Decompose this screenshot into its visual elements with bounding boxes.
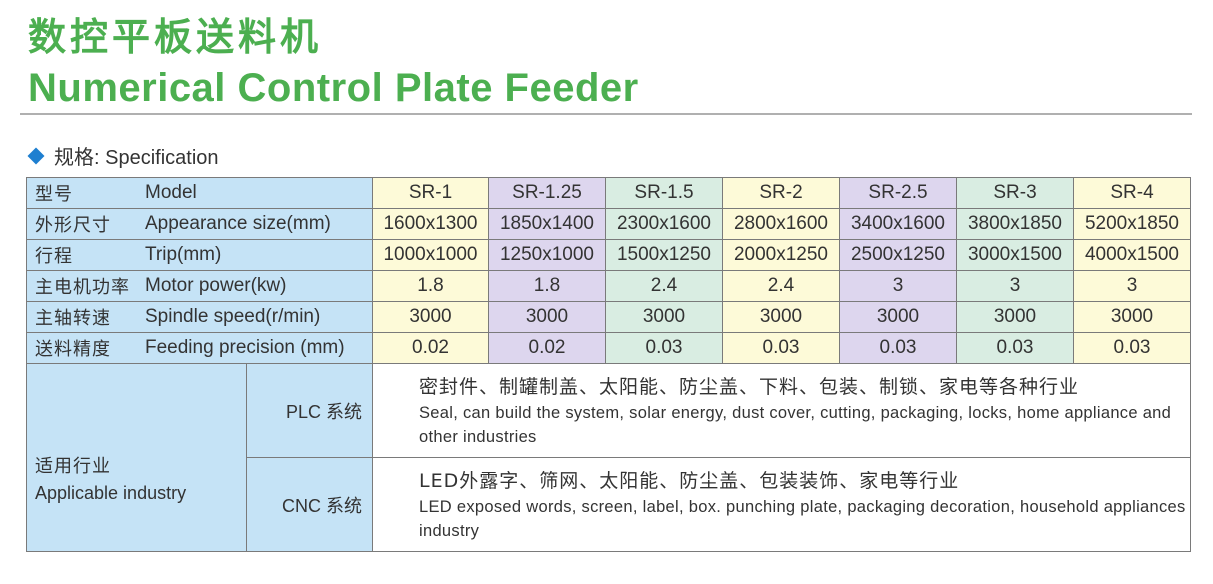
value-cell: 3000 (605, 301, 723, 333)
model-cell: SR-2 (722, 177, 840, 209)
value-cell: 3000 (372, 301, 489, 333)
value-cell: 1850x1400 (488, 208, 606, 240)
value-cell: 2000x1250 (722, 239, 840, 271)
model-cell: SR-1.25 (488, 177, 606, 209)
spec-heading-label: 规格: Specification (54, 147, 219, 169)
value-cell: 1000x1000 (372, 239, 489, 271)
value-cell: 1500x1250 (605, 239, 723, 271)
plc-system-label: PLC 系统 (246, 363, 373, 458)
value-cell: 0.02 (488, 332, 606, 364)
page-title-cn: 数控平板送料机 (28, 15, 323, 59)
value-cell: 3000x1500 (956, 239, 1074, 271)
value-cell: 3000 (1073, 301, 1191, 333)
table-row-industry-plc: 适用行业 Applicable industry PLC 系统 密封件、制罐制盖… (26, 363, 1191, 552)
row-label: 送料精度 Feeding precision (mm) (26, 332, 373, 364)
row-label: 主轴转速 Spindle speed(r/min) (26, 301, 373, 333)
table-row-feeding-precision: 送料精度 Feeding precision (mm) 0.02 0.02 0.0… (26, 332, 1191, 364)
value-cell: 2500x1250 (839, 239, 957, 271)
table-row-motor-power: 主电机功率 Motor power(kw) 1.8 1.8 2.4 2.4 3 3… (26, 270, 1191, 302)
value-cell: 3 (1073, 270, 1191, 302)
row-label: 外形尺寸 Appearance size(mm) (26, 208, 373, 240)
table-row-industry-cnc: CNC 系统 LED外露字、筛网、太阳能、防尘盖、包装装饰、家电等行业 LED … (27, 457, 1191, 552)
value-cell: 1250x1000 (488, 239, 606, 271)
page-title-en: Numerical Control Plate Feeder (28, 66, 639, 110)
value-cell: 0.03 (605, 332, 723, 364)
model-cell: SR-3 (956, 177, 1074, 209)
model-cell: SR-1.5 (605, 177, 723, 209)
cnc-industry-text: LED外露字、筛网、太阳能、防尘盖、包装装饰、家电等行业 LED exposed… (372, 457, 1191, 552)
value-cell: 0.03 (1073, 332, 1191, 364)
value-cell: 3800x1850 (956, 208, 1074, 240)
model-cell: SR-4 (1073, 177, 1191, 209)
model-cell: SR-2.5 (839, 177, 957, 209)
row-label: 行程 Trip(mm) (26, 239, 373, 271)
value-cell: 1.8 (372, 270, 489, 302)
value-cell: 1600x1300 (372, 208, 489, 240)
value-cell: 2.4 (722, 270, 840, 302)
row-label: 主电机功率 Motor power(kw) (26, 270, 373, 302)
row-label: 型号 Model (26, 177, 373, 209)
plc-industry-text: 密封件、制罐制盖、太阳能、防尘盖、下料、包装、制锁、家电等各种行业 Seal, … (372, 363, 1191, 458)
value-cell: 2800x1600 (722, 208, 840, 240)
model-cell: SR-1 (372, 177, 489, 209)
spec-heading: 规格: Specification (27, 141, 219, 170)
value-cell: 2300x1600 (605, 208, 723, 240)
spec-table: 型号 Model SR-1 SR-1.25 SR-1.5 SR-2 SR-2.5 … (26, 177, 1191, 552)
value-cell: 0.03 (839, 332, 957, 364)
value-cell: 3 (956, 270, 1074, 302)
value-cell: 3000 (839, 301, 957, 333)
value-cell: 3000 (956, 301, 1074, 333)
value-cell: 2.4 (605, 270, 723, 302)
diamond-icon (27, 147, 45, 164)
value-cell: 0.02 (372, 332, 489, 364)
value-cell: 3000 (488, 301, 606, 333)
table-row-spindle-speed: 主轴转速 Spindle speed(r/min) 3000 3000 3000 … (26, 301, 1191, 333)
value-cell: 0.03 (956, 332, 1074, 364)
divider (20, 113, 1192, 115)
industry-label: 适用行业 Applicable industry (26, 363, 247, 552)
table-row-model: 型号 Model SR-1 SR-1.25 SR-1.5 SR-2 SR-2.5 … (26, 177, 1191, 209)
table-row-appearance-size: 外形尺寸 Appearance size(mm) 1600x1300 1850x1… (26, 208, 1191, 240)
value-cell: 1.8 (488, 270, 606, 302)
value-cell: 3 (839, 270, 957, 302)
value-cell: 4000x1500 (1073, 239, 1191, 271)
value-cell: 0.03 (722, 332, 840, 364)
cnc-system-label: CNC 系统 (246, 457, 373, 552)
value-cell: 5200x1850 (1073, 208, 1191, 240)
value-cell: 3400x1600 (839, 208, 957, 240)
value-cell: 3000 (722, 301, 840, 333)
table-row-trip: 行程 Trip(mm) 1000x1000 1250x1000 1500x1250… (26, 239, 1191, 271)
